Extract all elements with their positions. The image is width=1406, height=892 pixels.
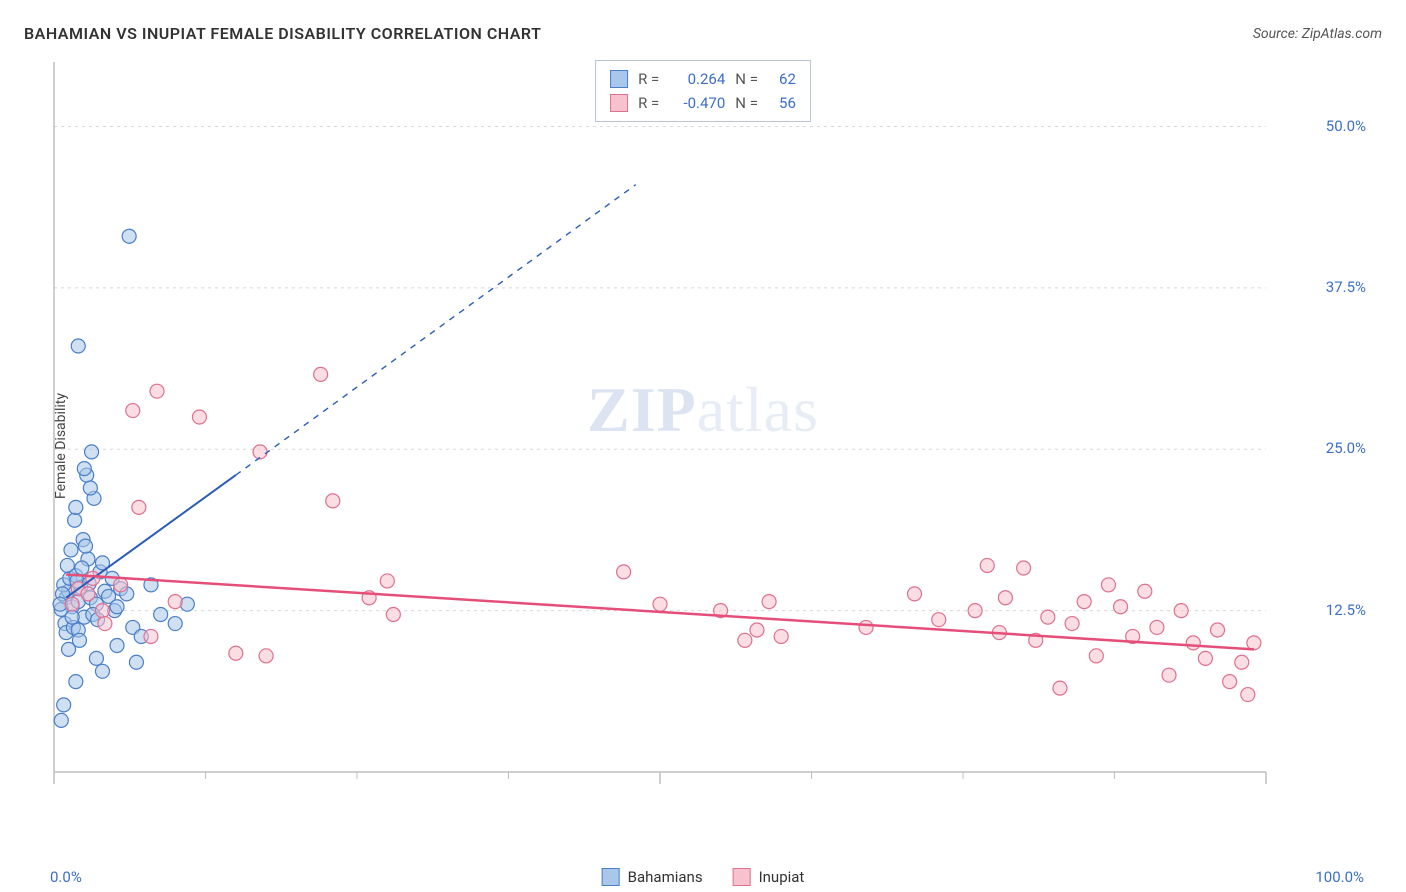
stats-r-label: R = xyxy=(638,91,659,115)
legend-item-bahamians: Bahamians xyxy=(602,868,703,886)
chart-container: BAHAMIAN VS INUPIAT FEMALE DISABILITY CO… xyxy=(0,0,1406,892)
y-tick-label: 37.5% xyxy=(1326,278,1366,296)
scatter-plot-svg xyxy=(48,54,1328,814)
chart-header: BAHAMIAN VS INUPIAT FEMALE DISABILITY CO… xyxy=(24,24,1382,43)
stats-n-label: N = xyxy=(735,91,758,115)
legend-label-inupiat: Inupiat xyxy=(759,868,805,886)
legend-swatch-inupiat xyxy=(733,868,751,886)
stats-row-inupiat: R = -0.470 N = 56 xyxy=(610,91,796,115)
legend: Bahamians Inupiat xyxy=(602,868,805,886)
stats-r-value-inupiat: -0.470 xyxy=(669,91,725,115)
stats-n-value-bahamians: 62 xyxy=(768,67,796,91)
stats-n-label: N = xyxy=(735,67,758,91)
legend-label-bahamians: Bahamians xyxy=(628,868,703,886)
y-tick-label: 50.0% xyxy=(1326,117,1366,135)
stats-row-bahamians: R = 0.264 N = 62 xyxy=(610,67,796,91)
stats-n-value-inupiat: 56 xyxy=(768,91,796,115)
stats-swatch-bahamians xyxy=(610,70,628,88)
source-attribution: Source: ZipAtlas.com xyxy=(1253,26,1382,42)
x-axis-right-label: 100.0% xyxy=(1315,868,1364,886)
chart-title: BAHAMIAN VS INUPIAT FEMALE DISABILITY CO… xyxy=(24,24,541,43)
stats-r-label: R = xyxy=(638,67,659,91)
legend-item-inupiat: Inupiat xyxy=(733,868,805,886)
legend-swatch-bahamians xyxy=(602,868,620,886)
x-axis-left-label: 0.0% xyxy=(50,868,82,886)
y-tick-label: 12.5% xyxy=(1326,601,1366,619)
stats-r-value-bahamians: 0.264 xyxy=(669,67,725,91)
stats-box: R = 0.264 N = 62 R = -0.470 N = 56 xyxy=(595,60,811,122)
y-tick-label: 25.0% xyxy=(1326,439,1366,457)
plot-area xyxy=(48,54,1328,814)
stats-swatch-inupiat xyxy=(610,94,628,112)
